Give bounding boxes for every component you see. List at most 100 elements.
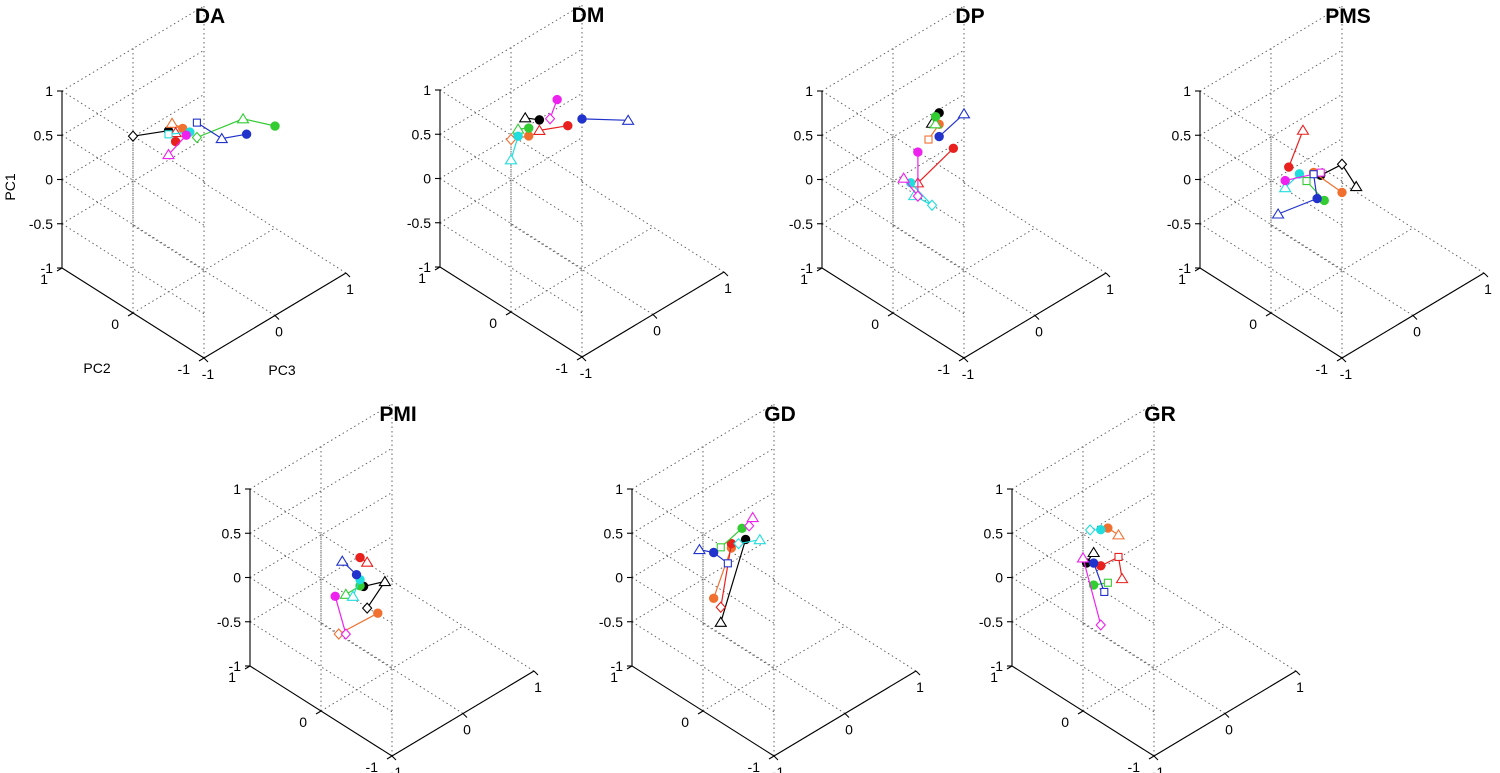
data-point-blue — [1100, 587, 1109, 597]
grid-line — [132, 227, 276, 314]
data-point-red — [948, 143, 959, 154]
x-tick — [887, 312, 894, 317]
grid-line — [631, 403, 775, 490]
data-point-blue — [335, 555, 349, 566]
data-point-orange — [165, 117, 179, 128]
grid-line — [631, 621, 775, 713]
x-tick — [1194, 267, 1201, 272]
data-point-cyan — [513, 131, 523, 141]
z-tick-label: 1 — [615, 481, 623, 497]
panel-title: PMI — [379, 403, 416, 426]
panel-title: GD — [764, 403, 796, 426]
grid-line — [132, 225, 276, 316]
x-tick — [1077, 710, 1084, 715]
data-point-black — [361, 602, 373, 614]
grid-line — [1011, 403, 1155, 490]
z-tick-label: 1 — [233, 481, 241, 497]
grid-line — [1011, 488, 1155, 580]
y-tick-label: 0 — [1413, 324, 1421, 340]
data-point-green — [1302, 177, 1311, 186]
y-tick-label: -1 — [202, 366, 215, 382]
data-point-red — [360, 556, 374, 567]
y-axis-label: PC3 — [268, 362, 295, 378]
grid-line — [249, 577, 393, 668]
data-point-black — [1349, 180, 1363, 192]
series-line-black — [1320, 163, 1357, 187]
grid-line — [439, 178, 583, 269]
y-tick-label: 0 — [653, 323, 661, 339]
y-tick-label: 1 — [346, 281, 354, 297]
grid-line — [1082, 625, 1226, 712]
data-point-cyan — [1096, 525, 1106, 535]
grid-line — [439, 89, 583, 181]
data-point-blue — [351, 570, 362, 580]
series-line-red — [1288, 130, 1304, 168]
data-point-green — [930, 112, 941, 122]
y-tick — [1412, 315, 1418, 320]
x-tick-label: 1 — [228, 669, 236, 685]
y-tick — [1295, 670, 1301, 676]
x-tick-label: 0 — [871, 316, 879, 332]
grid-line — [1011, 621, 1155, 713]
series-line-black — [132, 130, 169, 137]
z-tick-label: 0 — [1183, 172, 1191, 188]
data-point-orange — [1112, 528, 1125, 540]
z-axis-label: PC1 — [2, 173, 18, 200]
data-point-black — [1087, 546, 1101, 558]
grid-line — [702, 623, 846, 714]
grid-line — [1082, 623, 1226, 714]
panel-title: DP — [955, 5, 984, 28]
x-tick-label: 1 — [610, 669, 618, 685]
y-tick — [203, 357, 209, 363]
z-tick-label: 0 — [45, 172, 53, 188]
x-tick-label: -1 — [178, 361, 191, 377]
grid-line — [821, 223, 965, 315]
grid-line — [821, 138, 965, 225]
data-point-magenta — [552, 94, 562, 105]
grid-line — [631, 447, 775, 534]
data-point-blue — [192, 118, 201, 127]
data-point-green — [1088, 580, 1099, 590]
x-tick — [768, 755, 775, 760]
grid-line — [702, 625, 846, 712]
y-tick-label: 1 — [1106, 281, 1114, 297]
data-point-orange — [373, 608, 383, 618]
data-point-cyan — [926, 199, 938, 212]
y-tick-label: 0 — [845, 722, 853, 738]
grid-line — [892, 227, 1036, 314]
data-point-cyan — [1278, 181, 1292, 193]
data-point-magenta — [330, 591, 340, 601]
x-tick-label: 1 — [418, 270, 426, 286]
data-point-magenta — [340, 628, 352, 640]
x-tick-label: 0 — [1249, 316, 1257, 332]
series-line-red — [539, 125, 568, 131]
y-tick-label: -1 — [580, 365, 593, 381]
y-tick — [391, 755, 397, 761]
data-point-blue — [692, 543, 706, 555]
z-tick-label: 1 — [995, 481, 1003, 497]
data-point-magenta — [913, 147, 923, 157]
grid-line — [1199, 49, 1343, 136]
y-tick-label: 1 — [1484, 281, 1492, 297]
grid-line — [581, 181, 725, 273]
grid-line — [821, 134, 965, 226]
data-point-blue — [934, 131, 944, 142]
z-tick-label: 1 — [1183, 83, 1191, 99]
grid-line — [320, 625, 464, 712]
z-tick-label: -1 — [41, 260, 54, 276]
x-tick — [697, 710, 704, 715]
grid-line — [821, 94, 965, 180]
y-tick — [345, 272, 351, 278]
grid-line — [821, 179, 965, 270]
grid-line — [631, 532, 775, 624]
grid-line — [963, 182, 1107, 274]
grid-line — [821, 49, 965, 136]
data-point-blue — [241, 129, 252, 139]
panel-title: DM — [572, 4, 605, 27]
grid-line — [249, 536, 393, 623]
x-tick — [434, 266, 441, 271]
x-tick — [626, 665, 633, 670]
z-tick-label: 0 — [615, 570, 623, 586]
data-point-blue — [215, 132, 229, 144]
